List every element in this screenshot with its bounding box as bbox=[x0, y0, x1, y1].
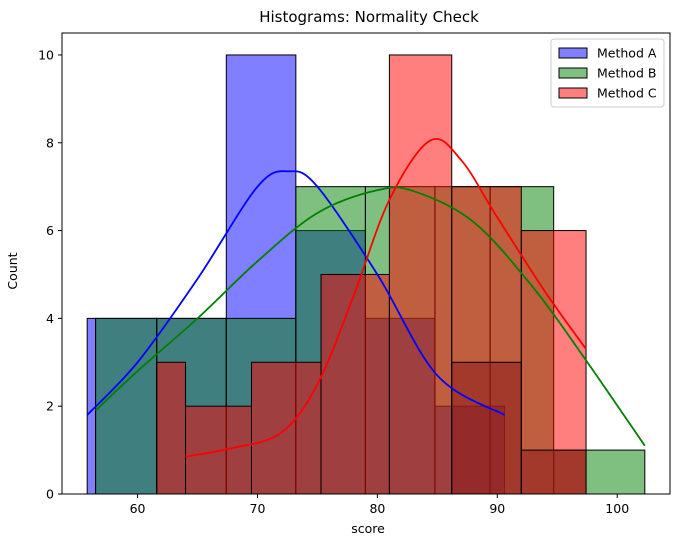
kde-line-method-a bbox=[86, 170, 505, 416]
bar-method-c-4 bbox=[388, 54, 453, 495]
x-tick-label: 100 bbox=[605, 501, 629, 516]
bar-method-c-2 bbox=[250, 361, 322, 495]
bar-overlay-1 bbox=[520, 449, 587, 495]
bar-method-c-0 bbox=[156, 361, 187, 495]
x-tick-label: 80 bbox=[369, 501, 385, 516]
y-tick-label: 8 bbox=[46, 135, 54, 150]
x-tick-label: 90 bbox=[489, 501, 505, 516]
y-tick-label: 10 bbox=[38, 47, 54, 62]
bar-method-a-0 bbox=[86, 317, 97, 495]
legend-swatch-method-c bbox=[558, 87, 588, 99]
legend-label-method-a: Method A bbox=[597, 46, 657, 61]
bar-overlay-0 bbox=[451, 361, 522, 495]
y-tick-label: 4 bbox=[46, 311, 54, 326]
y-tick-label: 2 bbox=[46, 399, 54, 414]
kde-line-method-c bbox=[185, 138, 587, 458]
bar-method-c-3 bbox=[320, 273, 390, 495]
y-axis-ticks: 0 2 4 6 8 10 bbox=[38, 47, 62, 502]
legend-swatch-method-b bbox=[558, 67, 588, 79]
y-tick-label: 6 bbox=[46, 223, 54, 238]
x-tick-label: 60 bbox=[130, 501, 146, 516]
kde-line-method-b bbox=[94, 186, 646, 447]
bar-method-b-0 bbox=[95, 317, 158, 495]
plot-frame bbox=[61, 32, 671, 495]
kde-layer bbox=[86, 138, 646, 458]
x-tick-label: 70 bbox=[250, 501, 266, 516]
bars-layer bbox=[86, 54, 646, 495]
x-axis-label: score bbox=[351, 521, 385, 536]
legend: Method A Method B Method C bbox=[550, 38, 665, 108]
y-tick-label: 0 bbox=[46, 487, 54, 502]
bar-method-c-1 bbox=[185, 405, 252, 495]
chart-title: Histograms: Normality Check bbox=[259, 8, 479, 26]
x-axis-ticks: 60 70 80 90 100 bbox=[130, 494, 629, 516]
legend-label-method-b: Method B bbox=[597, 66, 656, 81]
legend-swatch-method-a bbox=[558, 47, 588, 59]
y-axis-label: Count bbox=[5, 252, 20, 289]
legend-label-method-c: Method C bbox=[597, 86, 657, 101]
